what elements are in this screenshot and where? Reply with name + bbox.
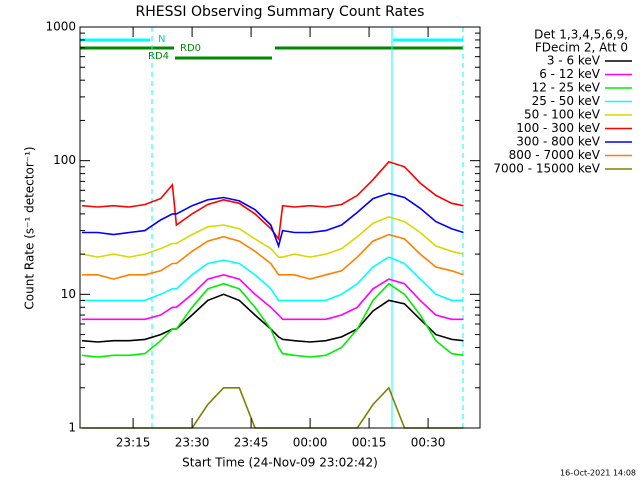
legend-label: 3 - 6 keV: [547, 54, 601, 68]
annotation: N: [158, 34, 165, 45]
annotation: RD4: [148, 51, 169, 62]
legend-title: FDecim 2, Att 0: [535, 41, 628, 55]
x-tick-label: 00:15: [352, 436, 387, 450]
timestamp: 16-Oct-2021 14:08: [560, 469, 636, 478]
y-axis-label: Count Rate (s⁻¹ detector⁻¹): [23, 146, 37, 309]
legend-label: 100 - 300 keV: [516, 121, 600, 135]
legend-label: 12 - 25 keV: [532, 81, 601, 95]
legend-label: 6 - 12 keV: [539, 67, 601, 81]
series-line: [81, 293, 464, 343]
x-tick-label: 23:45: [234, 436, 269, 450]
series-line: [81, 282, 464, 358]
series-line: [82, 256, 464, 302]
series-line: [82, 192, 464, 249]
legend-title: Det 1,3,4,5,6,9,: [534, 28, 628, 42]
x-tick-label: 00:30: [411, 436, 446, 450]
series-line: [82, 233, 464, 280]
chart-title: RHESSI Observing Summary Count Rates: [136, 4, 425, 20]
y-tick-label: 10: [61, 287, 76, 301]
y-tick-label: 1000: [45, 20, 76, 34]
legend-label: 7000 - 15000 keV: [493, 162, 600, 176]
axes-frame: [79, 26, 481, 429]
series-line: [81, 215, 464, 258]
series-line: [82, 273, 464, 321]
y-tick-label: 100: [53, 153, 76, 167]
legend-label: 50 - 100 keV: [524, 108, 601, 122]
x-tick-label: 23:30: [175, 436, 210, 450]
legend-label: 300 - 800 keV: [516, 135, 600, 149]
annotation: RD0: [180, 43, 201, 54]
x-tick-label: 00:00: [293, 436, 328, 450]
y-tick-label: 1: [68, 421, 76, 435]
x-axis-label: Start Time (24-Nov-09 23:02:42): [182, 456, 378, 470]
plot-area: [81, 160, 464, 429]
legend-label: 25 - 50 keV: [532, 94, 601, 108]
x-tick-label: 23:15: [116, 436, 151, 450]
legend-label: 800 - 7000 keV: [509, 148, 601, 162]
